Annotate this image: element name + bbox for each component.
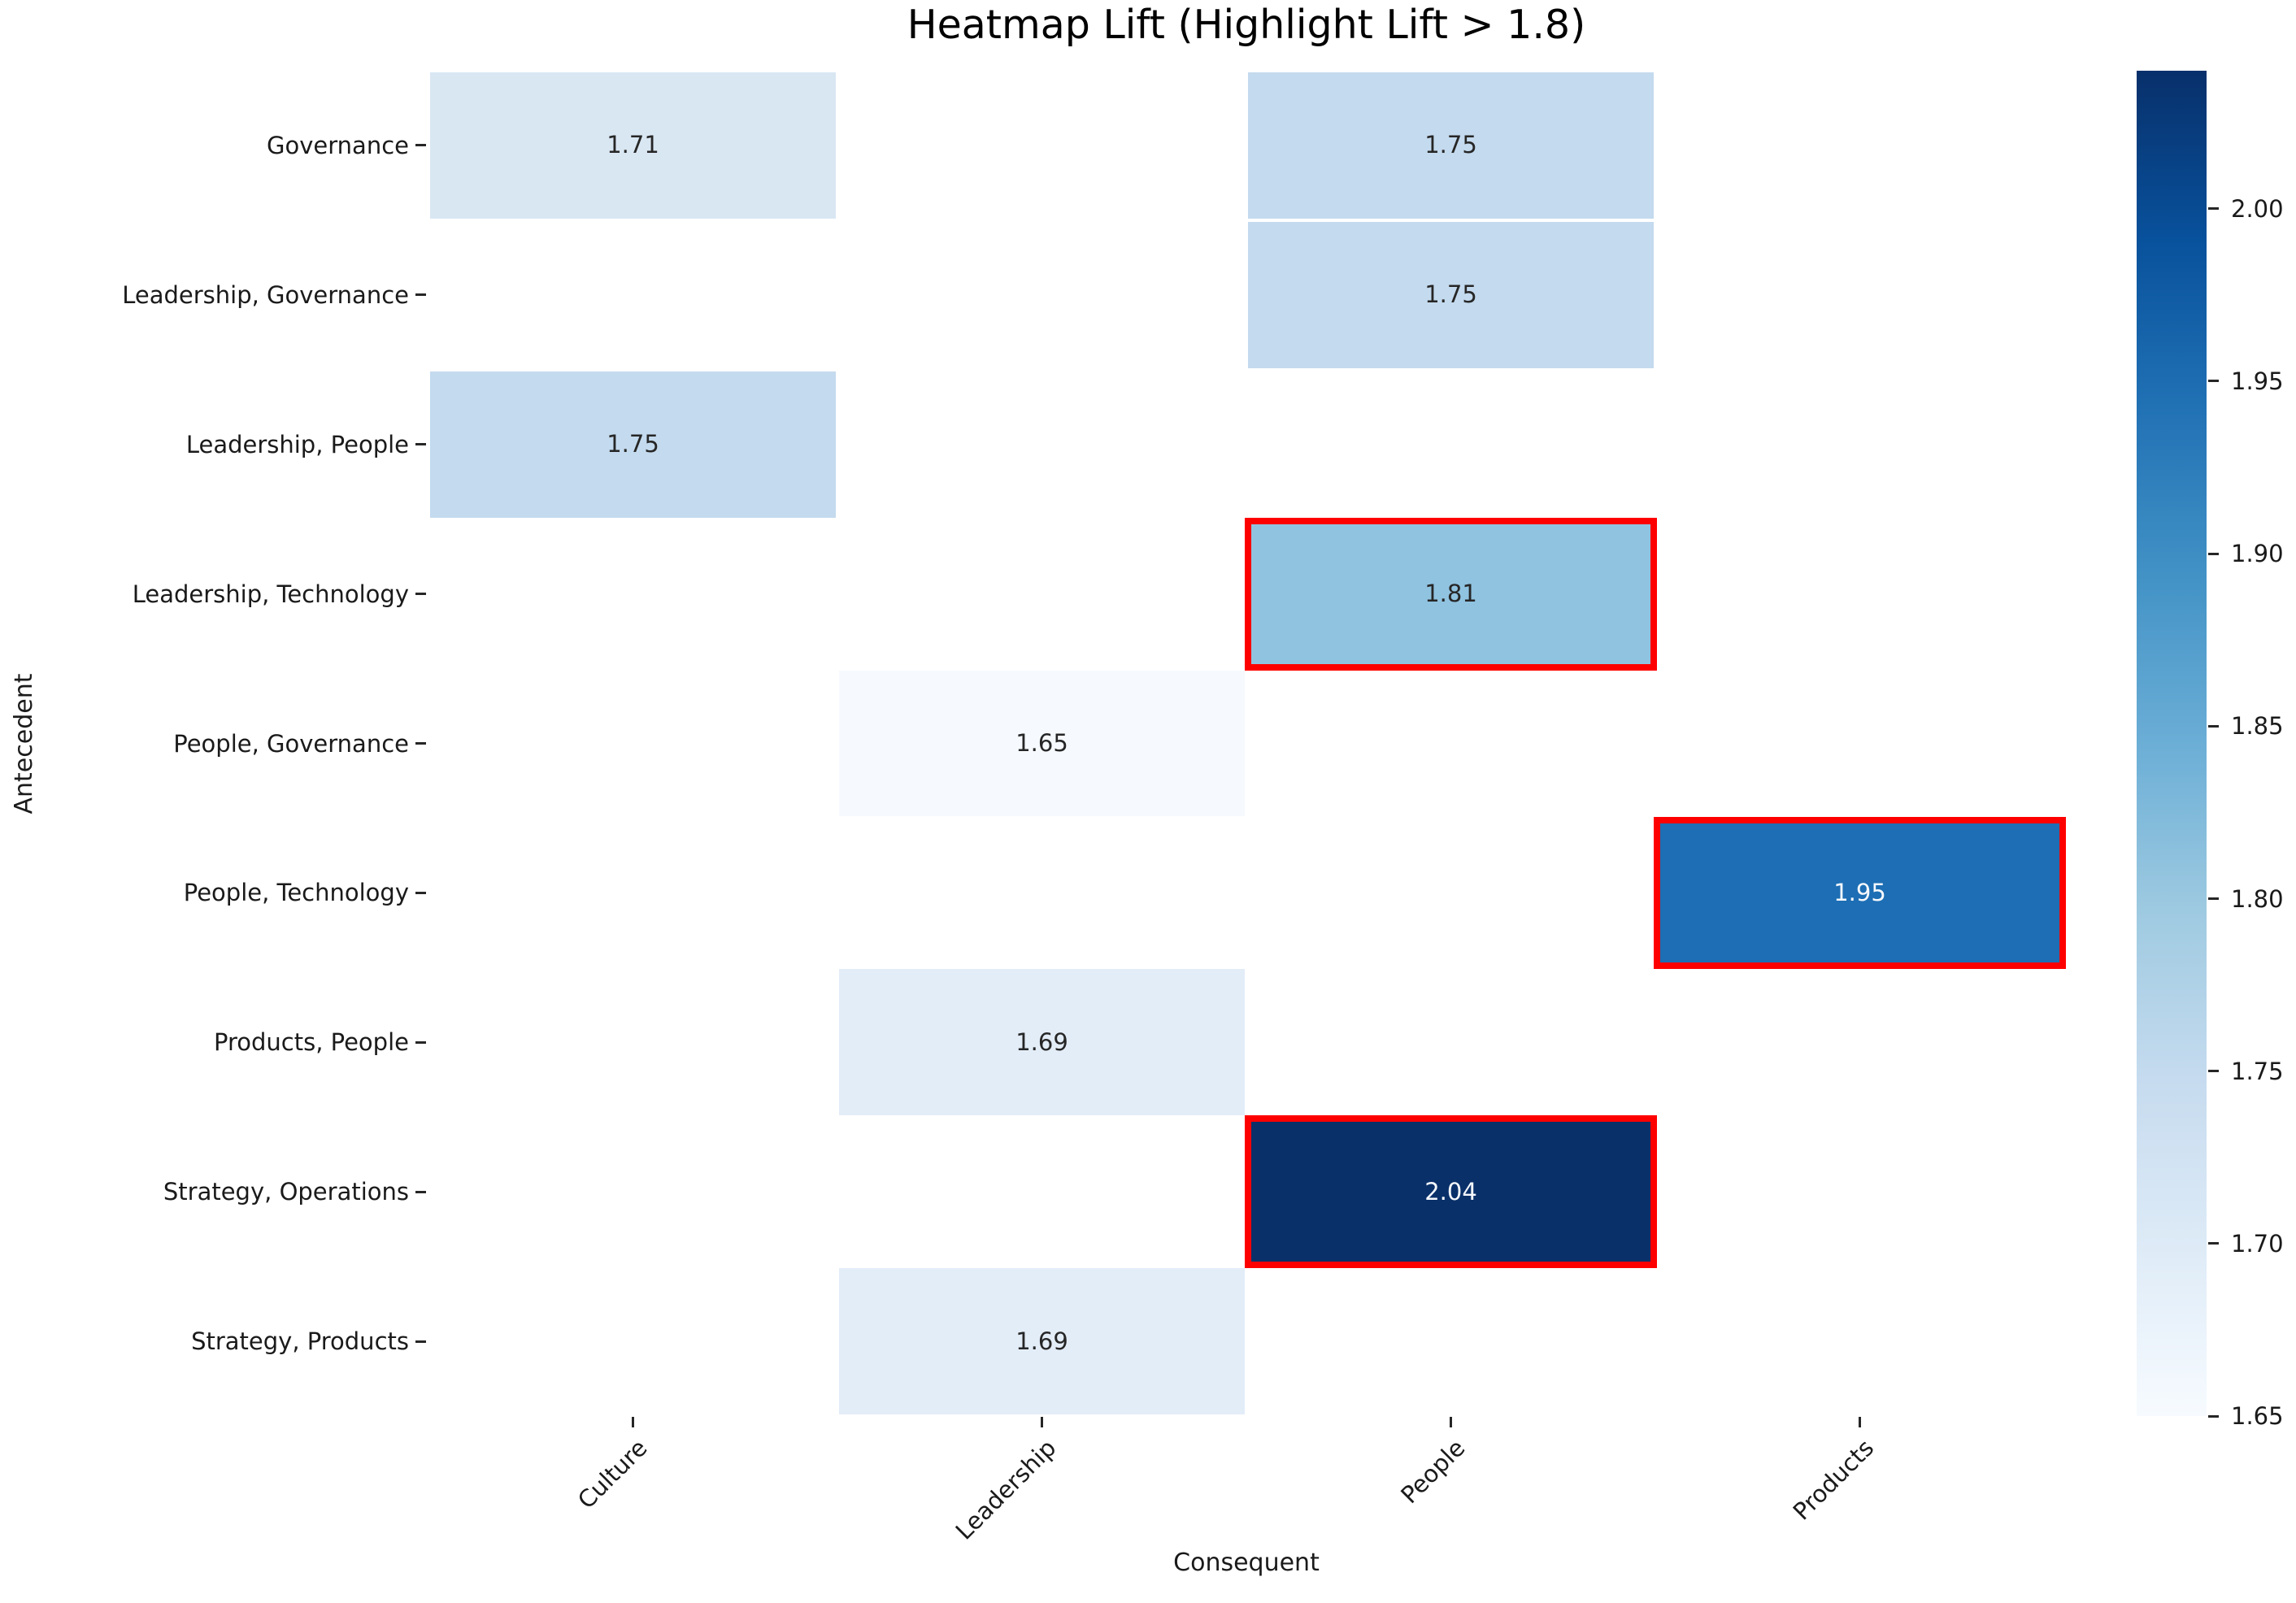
y-tick-label: Products, People xyxy=(213,1028,409,1057)
colorbar-tick-mark xyxy=(2208,1242,2219,1245)
cell-value: 1.81 xyxy=(1424,580,1477,608)
y-tick-label: Leadership, People xyxy=(185,430,409,458)
heatmap-cell: 1.71 xyxy=(430,72,836,219)
x-tick-label: Leadership xyxy=(950,1434,1062,1545)
y-tick-label: Strategy, Operations xyxy=(163,1178,409,1206)
colorbar-tick-label: 1.65 xyxy=(2231,1402,2284,1431)
colorbar-tick-mark xyxy=(2208,380,2219,383)
y-tick-label: Strategy, Products xyxy=(191,1327,409,1356)
heatmap-cell: 1.65 xyxy=(839,670,1245,817)
cell-value: 1.75 xyxy=(1424,280,1477,309)
colorbar-gradient xyxy=(2137,71,2207,1416)
y-tick-mark xyxy=(415,1190,426,1193)
cell-value: 1.75 xyxy=(1424,131,1477,159)
cell-value: 1.65 xyxy=(1015,729,1068,758)
y-tick-label: Leadership, Technology xyxy=(132,580,409,608)
y-tick-mark xyxy=(415,742,426,745)
y-tick-label: Leadership, Governance xyxy=(122,280,409,309)
colorbar-tick-label: 1.75 xyxy=(2231,1057,2284,1085)
x-tick-label: People xyxy=(1395,1434,1471,1510)
y-tick-label: People, Technology xyxy=(183,879,409,907)
y-tick-mark xyxy=(415,1040,426,1044)
cell-value: 1.69 xyxy=(1015,1027,1068,1056)
colorbar-tick-mark xyxy=(2208,897,2219,901)
y-axis-label: Antecedent xyxy=(10,673,38,815)
y-tick-label: Governance xyxy=(267,131,409,159)
colorbar-tick-mark xyxy=(2208,1414,2219,1418)
y-tick-label: People, Governance xyxy=(173,729,409,758)
x-tick-mark xyxy=(632,1417,634,1428)
cell-value: 2.04 xyxy=(1424,1177,1477,1206)
x-tick-mark xyxy=(1041,1417,1043,1428)
colorbar-tick-label: 1.85 xyxy=(2231,712,2284,741)
colorbar-tick-label: 1.90 xyxy=(2231,540,2284,568)
y-tick-mark xyxy=(415,144,426,147)
x-axis-label: Consequent xyxy=(1173,1549,1320,1577)
cell-value: 1.75 xyxy=(607,430,659,458)
heatmap-cell: 1.69 xyxy=(839,969,1245,1116)
y-tick-mark xyxy=(415,1340,426,1343)
heatmap-cell: 1.69 xyxy=(839,1268,1245,1415)
colorbar-tick-label: 1.70 xyxy=(2231,1229,2284,1258)
heatmap-cell-highlighted: 2.04 xyxy=(1245,1115,1657,1269)
y-tick-mark xyxy=(415,293,426,297)
colorbar-tick-mark xyxy=(2208,724,2219,728)
colorbar-tick-mark xyxy=(2208,207,2219,211)
heatmap-cell-highlighted: 1.81 xyxy=(1245,517,1657,671)
y-tick-mark xyxy=(415,443,426,446)
x-tick-label: Culture xyxy=(572,1434,653,1514)
colorbar-tick-mark xyxy=(2208,552,2219,555)
heatmap-cell: 1.75 xyxy=(1248,72,1654,219)
y-tick-mark xyxy=(415,593,426,596)
cell-value: 1.69 xyxy=(1015,1327,1068,1355)
x-tick-mark xyxy=(1859,1417,1861,1428)
heatmap-cell: 1.75 xyxy=(1248,221,1654,368)
x-tick-mark xyxy=(1450,1417,1452,1428)
heatmap-cell: 1.75 xyxy=(430,371,836,518)
colorbar-tick-label: 1.80 xyxy=(2231,884,2284,913)
y-tick-mark xyxy=(415,891,426,894)
heatmap-plot-area: 1.71 1.75 1.75 1.75 1.81 1.65 1.95 1.69 2.04 1.69 xyxy=(428,71,2066,1416)
cell-value: 1.71 xyxy=(607,131,659,159)
x-tick-label: Products xyxy=(1787,1434,1880,1526)
heatmap-cell-highlighted: 1.95 xyxy=(1654,816,2066,970)
colorbar-tick-label: 2.00 xyxy=(2231,194,2284,223)
cell-value: 1.95 xyxy=(1833,878,1886,906)
colorbar-tick-mark xyxy=(2208,1070,2219,1073)
chart-title: Heatmap Lift (Highlight Lift > 1.8) xyxy=(907,2,1586,48)
colorbar-tick-label: 1.95 xyxy=(2231,367,2284,395)
